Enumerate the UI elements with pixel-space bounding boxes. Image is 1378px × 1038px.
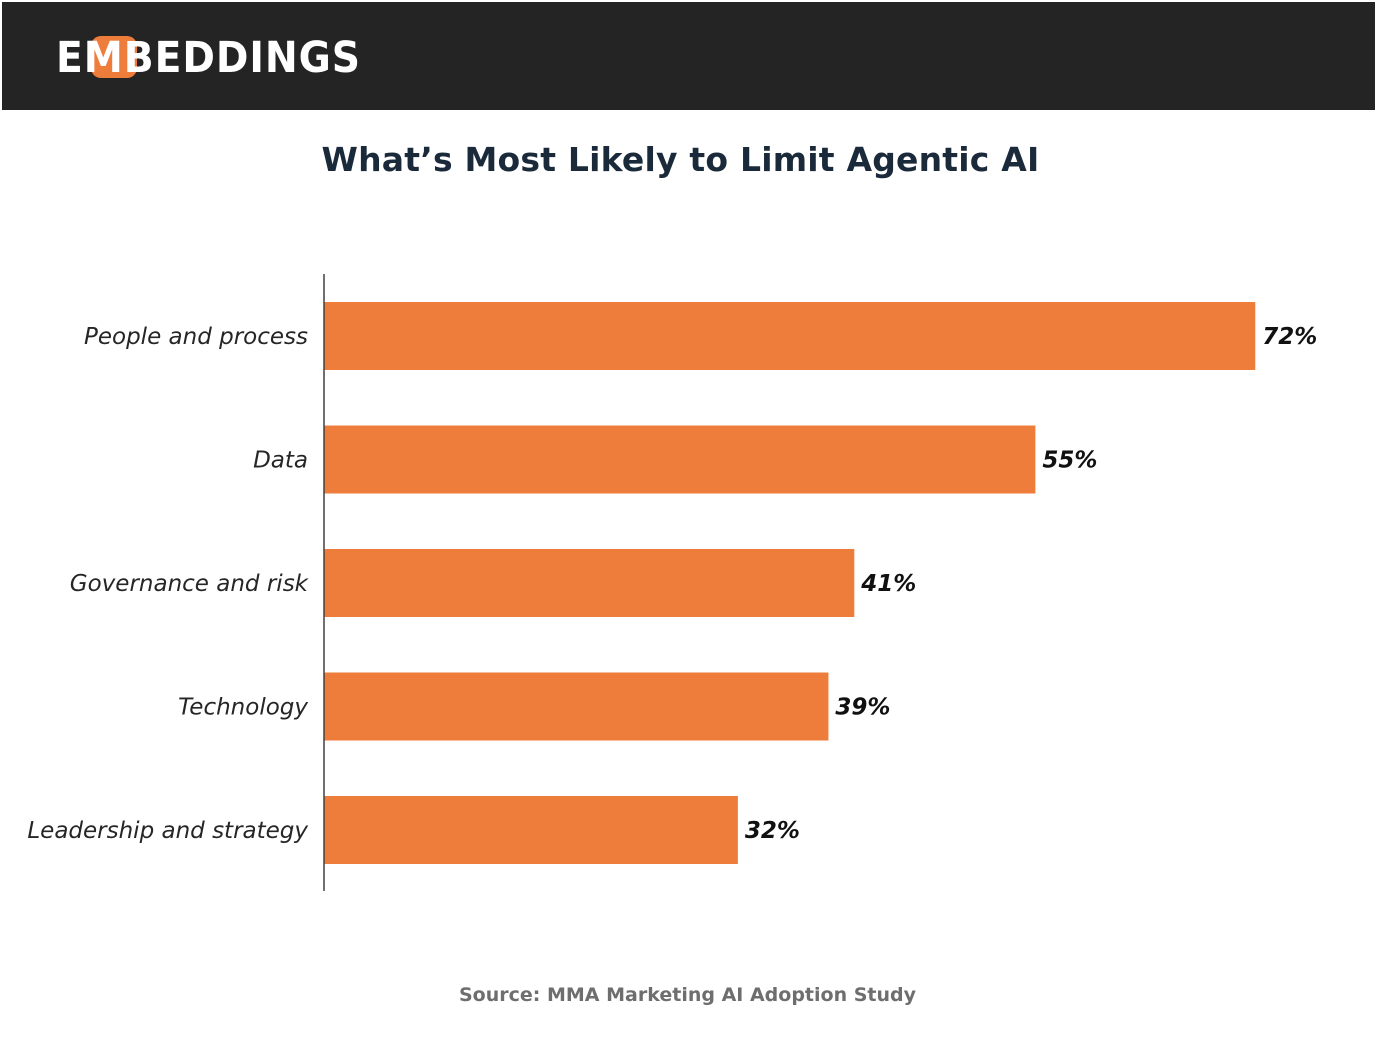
site-header: EMBEDDINGS bbox=[2, 2, 1375, 110]
bar-0 bbox=[324, 302, 1256, 370]
value-label: 55% bbox=[1042, 448, 1097, 474]
value-label: 39% bbox=[835, 695, 890, 721]
category-label: Leadership and strategy bbox=[27, 818, 308, 844]
bars-layer: People and process 72% Data 55% Governance a… bbox=[27, 302, 1317, 864]
bar-2 bbox=[324, 549, 855, 617]
logo-m-mark bbox=[91, 36, 137, 78]
chart-title: What’s Most Likely to Limit Agentic AI bbox=[321, 140, 1040, 179]
value-label: 72% bbox=[1262, 324, 1317, 350]
category-label: Data bbox=[253, 448, 308, 474]
source-note: Source: MMA Marketing AI Adoption Study bbox=[459, 984, 916, 1006]
embeddings-logo[interactable]: EMBEDDINGS bbox=[56, 22, 376, 92]
bar-3 bbox=[324, 672, 829, 741]
category-label: Governance and risk bbox=[70, 571, 310, 597]
bar-1 bbox=[324, 425, 1036, 494]
value-label: 41% bbox=[860, 571, 916, 597]
category-label: People and process bbox=[84, 324, 308, 350]
category-label: Technology bbox=[178, 695, 308, 721]
logo-text: EMBEDDINGS bbox=[56, 33, 361, 83]
bar-4 bbox=[324, 796, 738, 864]
value-label: 32% bbox=[745, 818, 800, 844]
